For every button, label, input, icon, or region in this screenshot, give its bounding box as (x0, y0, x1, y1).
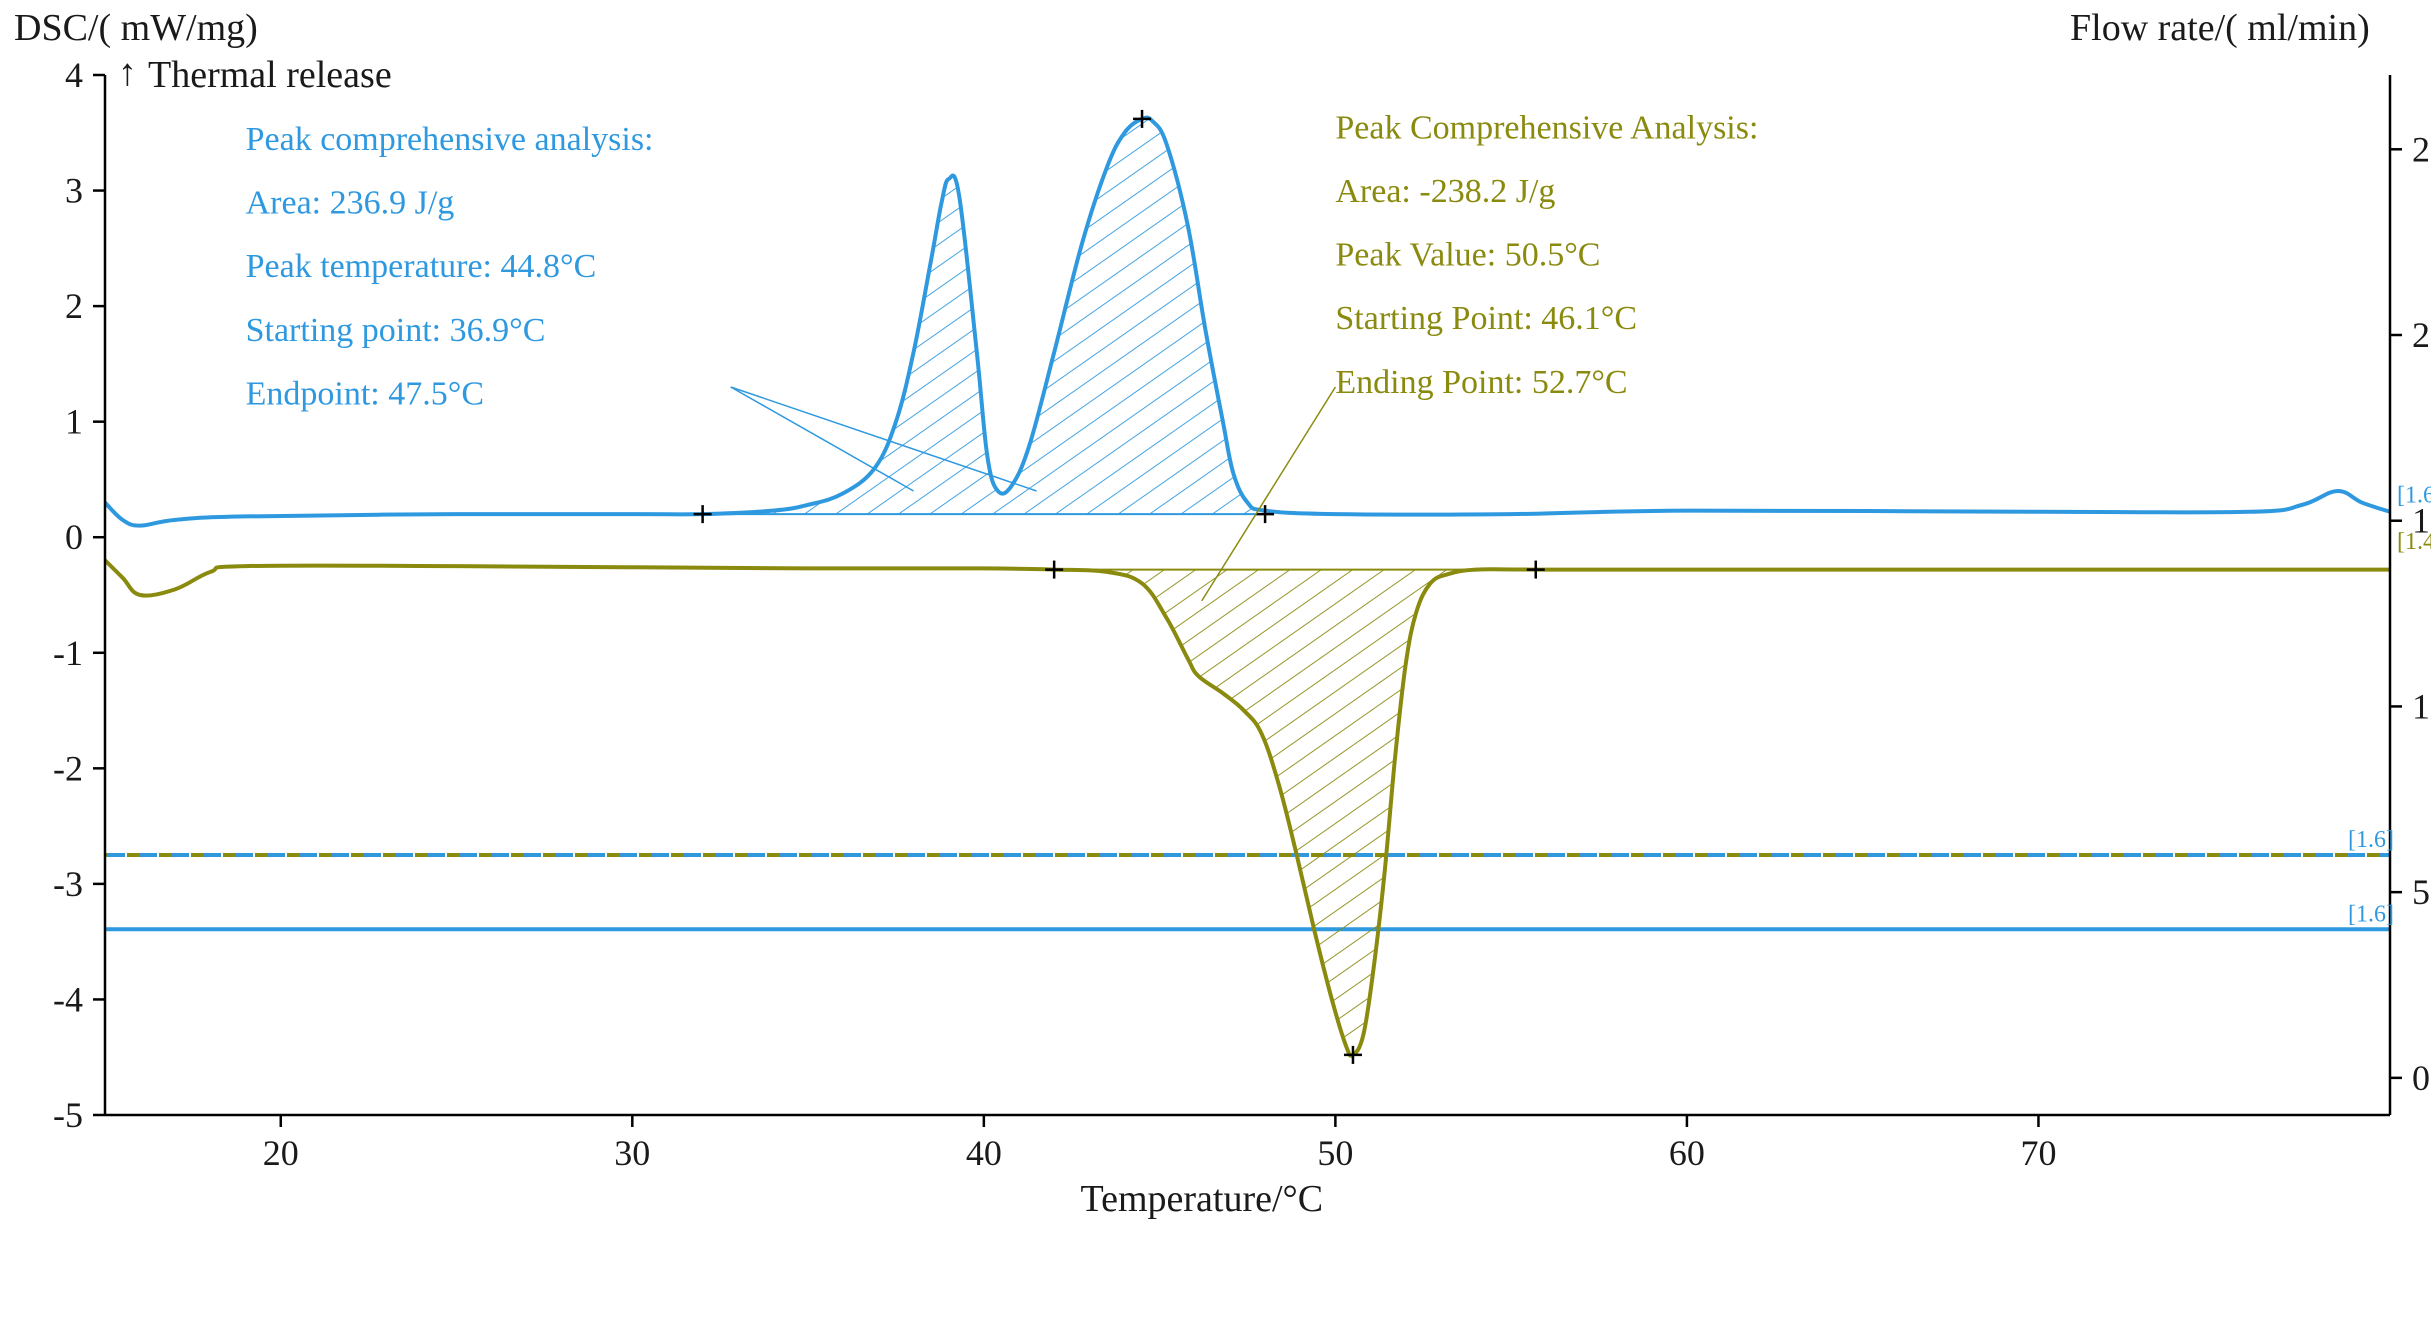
thermal-release-label: Thermal release (148, 54, 392, 96)
svg-text:1: 1 (65, 402, 83, 442)
blue-annot-line: Endpoint: 47.5°C (246, 375, 484, 412)
svg-text:↑: ↑ (118, 52, 137, 94)
svg-text:-3: -3 (53, 864, 83, 904)
olive-annot-line: Peak Value: 50.5°C (1335, 237, 1600, 274)
svg-text:250: 250 (2412, 129, 2431, 169)
blue-annot-line: Peak comprehensive analysis: (246, 121, 654, 158)
svg-text:20: 20 (263, 1133, 299, 1173)
svg-text:0: 0 (2412, 1058, 2430, 1098)
bottom-axis-title: Temperature/°C (1081, 1178, 1324, 1220)
curve-end-label: [1.6] (2397, 483, 2431, 509)
left-axis-title: DSC/( mW/mg) (14, 7, 258, 49)
svg-text:-5: -5 (53, 1095, 83, 1135)
blue-annot-line: Area: 236.9 J/g (246, 185, 455, 222)
svg-text:40: 40 (966, 1133, 1002, 1173)
svg-text:100: 100 (2412, 686, 2431, 726)
svg-text:0: 0 (65, 517, 83, 557)
svg-text:3: 3 (65, 171, 83, 211)
svg-text:50: 50 (2412, 872, 2431, 912)
dsc-chart: -5-4-3-2-1012340501001502002502030405060… (0, 0, 2431, 1323)
svg-text:30: 30 (614, 1133, 650, 1173)
svg-text:200: 200 (2412, 315, 2431, 355)
blue-annot-line: Starting point: 36.9°C (246, 312, 546, 349)
svg-text:70: 70 (2020, 1133, 2056, 1173)
svg-text:-2: -2 (53, 748, 83, 788)
olive-annot-line: Ending Point: 52.7°C (1335, 364, 1627, 401)
svg-text:4: 4 (65, 55, 83, 95)
olive-annot-line: Area: -238.2 J/g (1335, 173, 1555, 210)
blue-annot-line: Peak temperature: 44.8°C (246, 248, 597, 285)
flow-line-label: [1.6] (2348, 827, 2394, 853)
svg-text:50: 50 (1317, 1133, 1353, 1173)
curve-end-label: [1.4] (2397, 529, 2431, 555)
svg-text:-4: -4 (53, 979, 83, 1019)
olive-annot-line: Starting Point: 46.1°C (1335, 300, 1637, 337)
chart-svg: -5-4-3-2-1012340501001502002502030405060… (0, 0, 2431, 1323)
svg-text:2: 2 (65, 286, 83, 326)
svg-text:-1: -1 (53, 633, 83, 673)
svg-text:60: 60 (1669, 1133, 1705, 1173)
flow-line-label: [1.6] (2348, 901, 2394, 927)
right-axis-title: Flow rate/( ml/min) (2070, 7, 2370, 49)
olive-annot-line: Peak Comprehensive Analysis: (1335, 110, 1758, 147)
